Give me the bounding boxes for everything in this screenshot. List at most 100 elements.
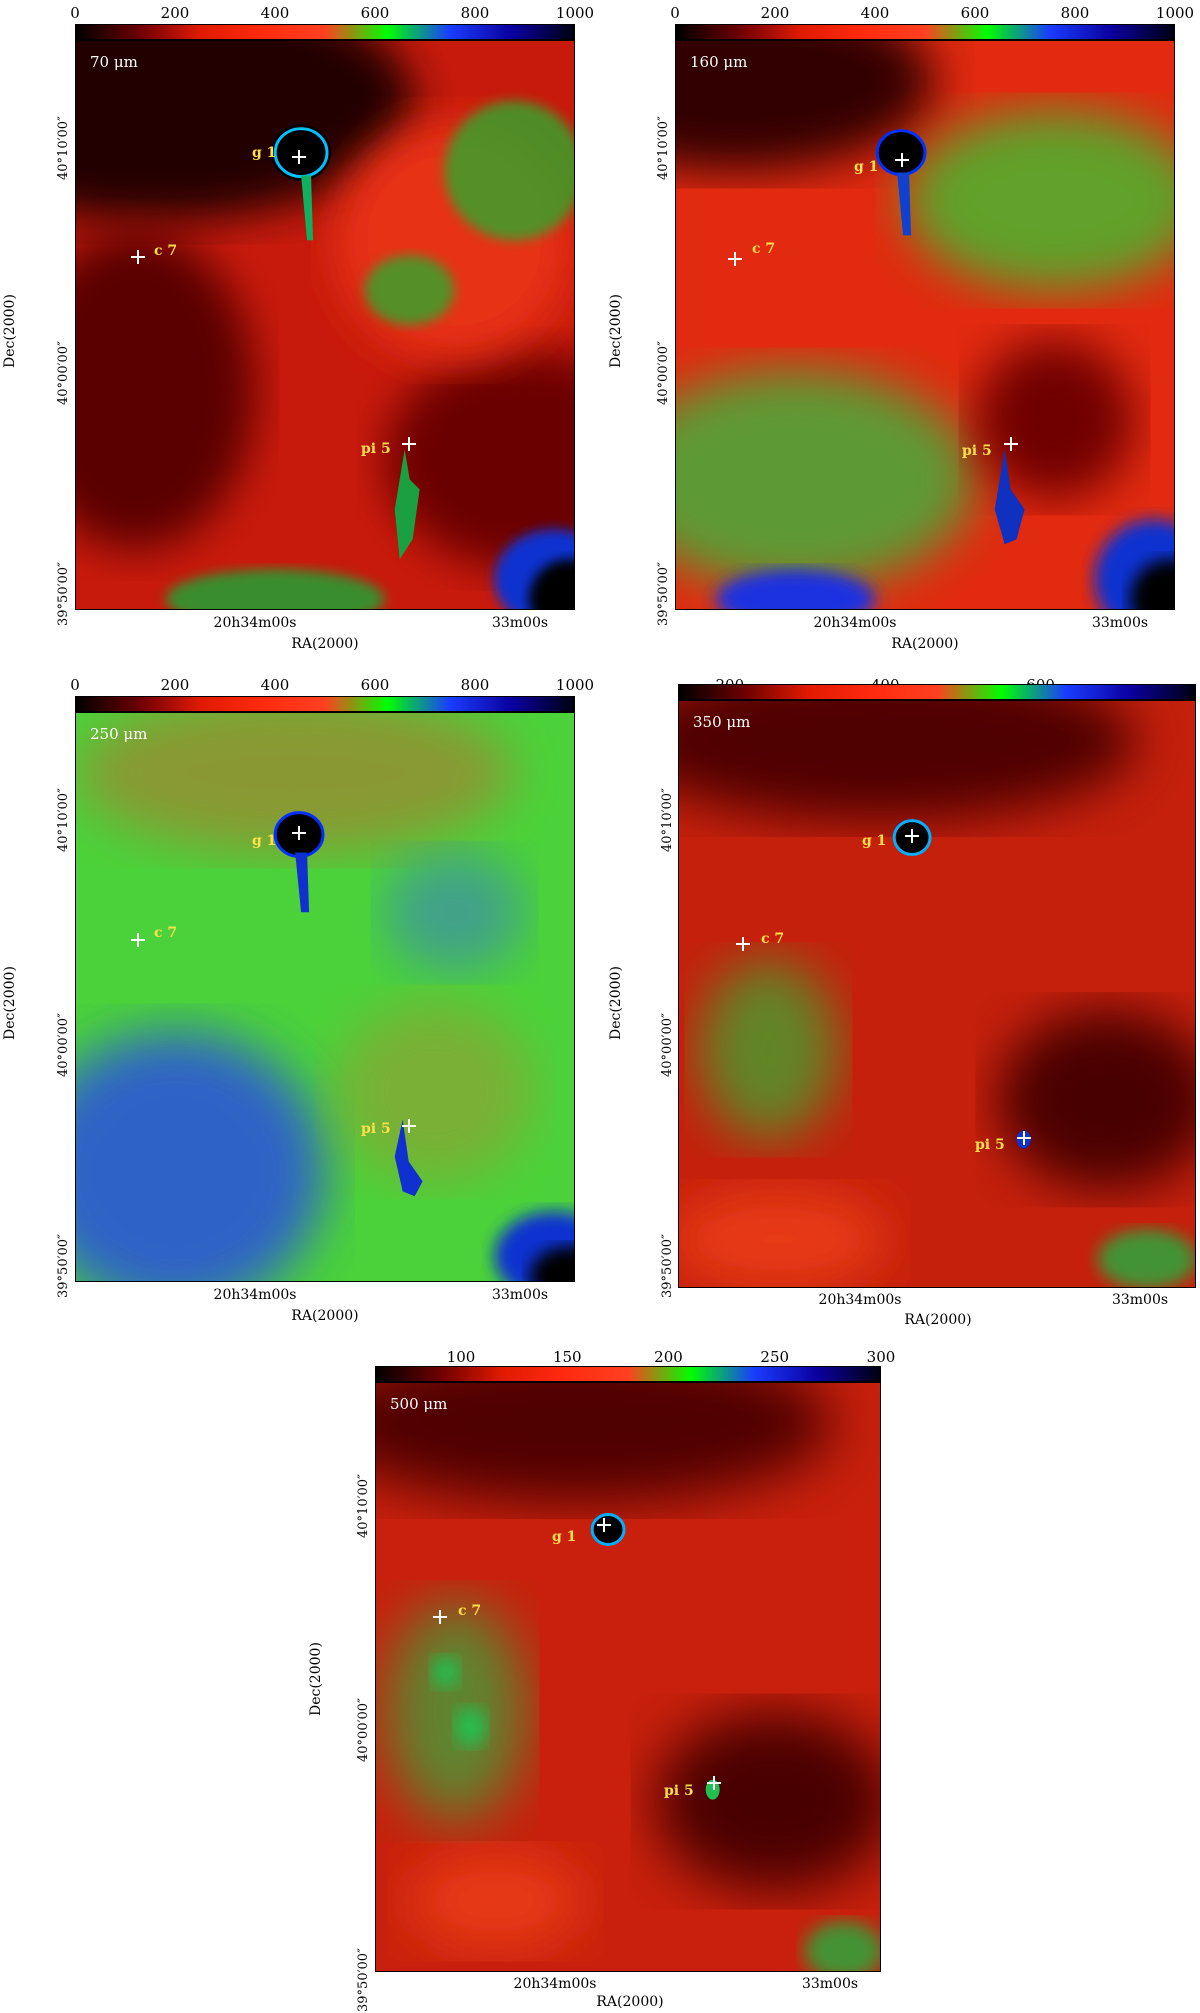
map-image: 70 μm g 1 c 7 pi 5 <box>75 40 575 610</box>
source-label: c 7 <box>761 931 785 947</box>
colorbar-tick: 800 <box>1060 4 1090 22</box>
source-marker <box>433 1610 447 1624</box>
y-tick: 40°00′00″ <box>356 1698 371 1762</box>
colorbar-tick: 600 <box>360 4 390 22</box>
panel-70um: 0 200 400 600 800 1000 70 μm <box>0 0 594 660</box>
band-label: 70 μm <box>90 53 138 71</box>
x-tick: 33m00s <box>801 1976 859 1992</box>
y-axis-label: Dec(2000) <box>608 294 624 368</box>
colorbar-tick: 600 <box>360 676 390 694</box>
y-tick: 40°00′00″ <box>656 341 671 405</box>
source-marker <box>131 933 145 947</box>
colorbar-tick: 400 <box>260 676 290 694</box>
source-label: g 1 <box>862 833 887 849</box>
y-tick: 40°00′00″ <box>56 341 71 405</box>
x-tick: 20h34m00s <box>818 1292 902 1308</box>
colorbar-tick: 400 <box>260 4 290 22</box>
x-tick: 20h34m00s <box>213 1287 297 1303</box>
source-label: pi 5 <box>962 443 992 459</box>
y-tick: 40°00′00″ <box>660 1013 675 1077</box>
source-label: c 7 <box>154 925 178 941</box>
dust-emission-map <box>676 41 1174 609</box>
map-image: 500 μm g 1 c 7 pi 5 <box>375 1382 881 1972</box>
colorbar <box>675 24 1175 40</box>
colorbar-tick: 200 <box>160 676 190 694</box>
x-axis-label: RA(2000) <box>904 1312 972 1328</box>
colorbar-tick: 250 <box>760 1348 790 1366</box>
y-tick: 40°10′00″ <box>656 116 671 180</box>
x-axis-label: RA(2000) <box>291 636 359 652</box>
colorbar-tick: 100 <box>446 1348 476 1366</box>
y-axis-label: Dec(2000) <box>2 294 18 368</box>
colorbar-tick: 800 <box>460 676 490 694</box>
source-marker <box>402 437 416 451</box>
colorbar-tick: 150 <box>552 1348 582 1366</box>
source-marker <box>1004 437 1018 451</box>
x-tick: 33m00s <box>1111 1292 1169 1308</box>
colorbar-tick: 200 <box>160 4 190 22</box>
y-tick: 39°50′00″ <box>56 1234 71 1298</box>
colorbar-tick: 400 <box>860 4 890 22</box>
source-label: c 7 <box>458 1603 482 1619</box>
x-tick: 33m00s <box>1091 615 1149 631</box>
source-marker <box>905 829 919 843</box>
y-axis-label: Dec(2000) <box>608 966 624 1040</box>
y-tick: 39°50′00″ <box>656 562 671 626</box>
y-tick: 39°50′00″ <box>356 1948 371 2012</box>
panel-250um: 0 200 400 600 800 1000 250 μm g 1 c 7 <box>0 672 594 1332</box>
colorbar-tick: 1000 <box>555 4 595 22</box>
source-marker <box>736 937 750 951</box>
source-marker <box>292 826 306 840</box>
dust-emission-map <box>376 1383 880 1971</box>
y-tick: 40°10′00″ <box>56 116 71 180</box>
panel-160um: 0 200 400 600 800 1000 160 μm g 1 c 7 <box>600 0 1200 660</box>
panel-350um: 200 400 600 350 μm g 1 c 7 pi 5 Dec(2000… <box>600 672 1200 1332</box>
source-label: c 7 <box>154 243 178 259</box>
source-label: pi 5 <box>975 1137 1005 1153</box>
x-axis-label: RA(2000) <box>891 636 959 652</box>
source-marker <box>895 153 909 167</box>
colorbar-tick: 800 <box>460 4 490 22</box>
colorbar <box>678 684 1196 700</box>
band-label: 250 μm <box>90 725 148 743</box>
y-tick: 39°50′00″ <box>660 1234 675 1298</box>
map-image: 250 μm g 1 c 7 pi 5 <box>75 712 575 1282</box>
dust-emission-map <box>76 41 574 609</box>
colorbar-tick: 1000 <box>555 676 595 694</box>
colorbar-tick: 200 <box>654 1348 683 1366</box>
colorbar <box>375 1366 881 1382</box>
source-label: g 1 <box>252 833 277 849</box>
source-label: pi 5 <box>361 1121 391 1137</box>
x-tick: 33m00s <box>491 1287 549 1303</box>
colorbar-ticks: 100 150 200 250 300 <box>375 1348 896 1368</box>
source-label: g 1 <box>252 145 277 161</box>
x-axis-label: RA(2000) <box>596 1994 664 2010</box>
colorbar-tick: 0 <box>70 676 80 694</box>
source-marker <box>292 150 306 164</box>
y-tick: 40°10′00″ <box>56 788 71 852</box>
colorbar-ticks: 0 200 400 600 800 1000 <box>70 4 594 24</box>
source-label: pi 5 <box>664 1783 694 1799</box>
dust-emission-map <box>76 713 574 1281</box>
colorbar-tick: 1000 <box>1155 4 1195 22</box>
source-marker <box>1017 1131 1031 1145</box>
colorbar-ticks: 0 200 400 600 800 1000 <box>670 4 1194 24</box>
y-tick: 39°50′00″ <box>56 562 71 626</box>
source-label: c 7 <box>752 241 776 257</box>
colorbar <box>75 24 575 40</box>
colorbar-tick: 300 <box>866 1348 896 1366</box>
colorbar-tick: 200 <box>760 4 790 22</box>
y-tick: 40°00′00″ <box>56 1013 71 1077</box>
source-marker <box>131 250 145 264</box>
map-image: 160 μm g 1 c 7 pi 5 <box>675 40 1175 610</box>
band-label: 350 μm <box>693 713 751 731</box>
x-tick: 20h34m00s <box>513 1976 597 1992</box>
source-marker <box>728 252 742 266</box>
source-marker <box>402 1119 416 1133</box>
colorbar-tick: 600 <box>960 4 990 22</box>
colorbar-ticks: 0 200 400 600 800 1000 <box>70 676 594 696</box>
panel-500um: 100 150 200 250 300 500 μm g 1 c 7 pi 5 <box>300 1344 900 2013</box>
y-axis-label: Dec(2000) <box>308 1642 324 1716</box>
y-axis-label: Dec(2000) <box>2 966 18 1040</box>
y-tick: 40°10′00″ <box>356 1474 371 1538</box>
